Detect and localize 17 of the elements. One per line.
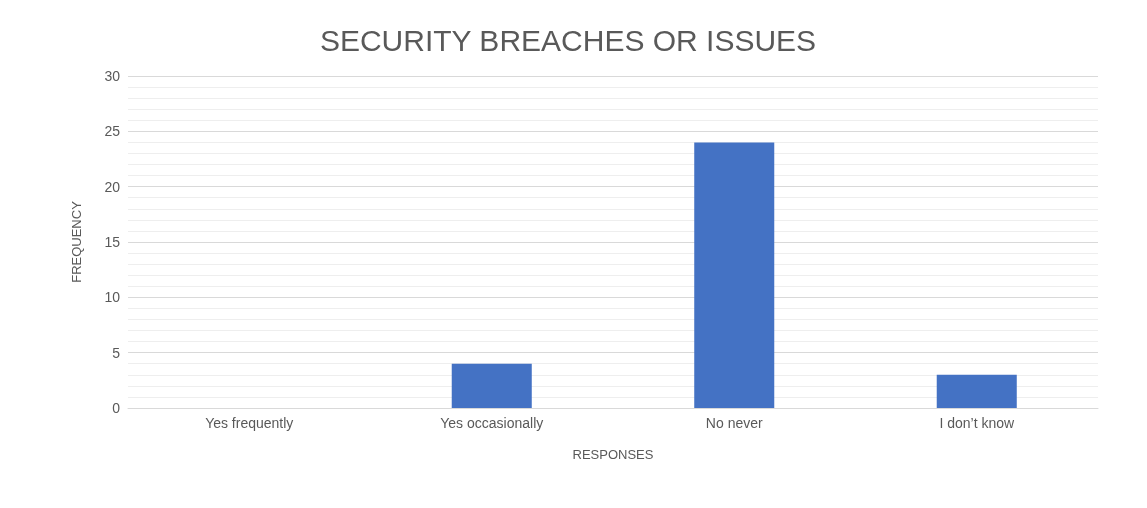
- bar: [451, 363, 532, 408]
- x-tick-label: I don’t know: [939, 415, 1015, 431]
- y-tick-label: 25: [104, 123, 121, 140]
- y-tick-label: 15: [104, 234, 121, 250]
- y-tick-label: 5: [112, 344, 121, 361]
- y-tick-label: 10: [104, 289, 121, 306]
- y-tick-label: 20: [104, 178, 121, 195]
- bar: [936, 374, 1017, 408]
- y-axis-title: FREQUENCY: [69, 200, 84, 283]
- x-tick-label: Yes frequently: [205, 415, 294, 431]
- x-tick-label: No never: [705, 415, 763, 431]
- y-tick-label: 0: [112, 400, 121, 416]
- bar: [694, 142, 775, 408]
- x-tick-label: Yes occasionally: [440, 415, 544, 431]
- chart-title: SECURITY BREACHES OR ISSUES: [319, 23, 817, 57]
- x-axis-title: RESPONSES: [572, 447, 654, 462]
- y-tick-label: 30: [104, 68, 121, 84]
